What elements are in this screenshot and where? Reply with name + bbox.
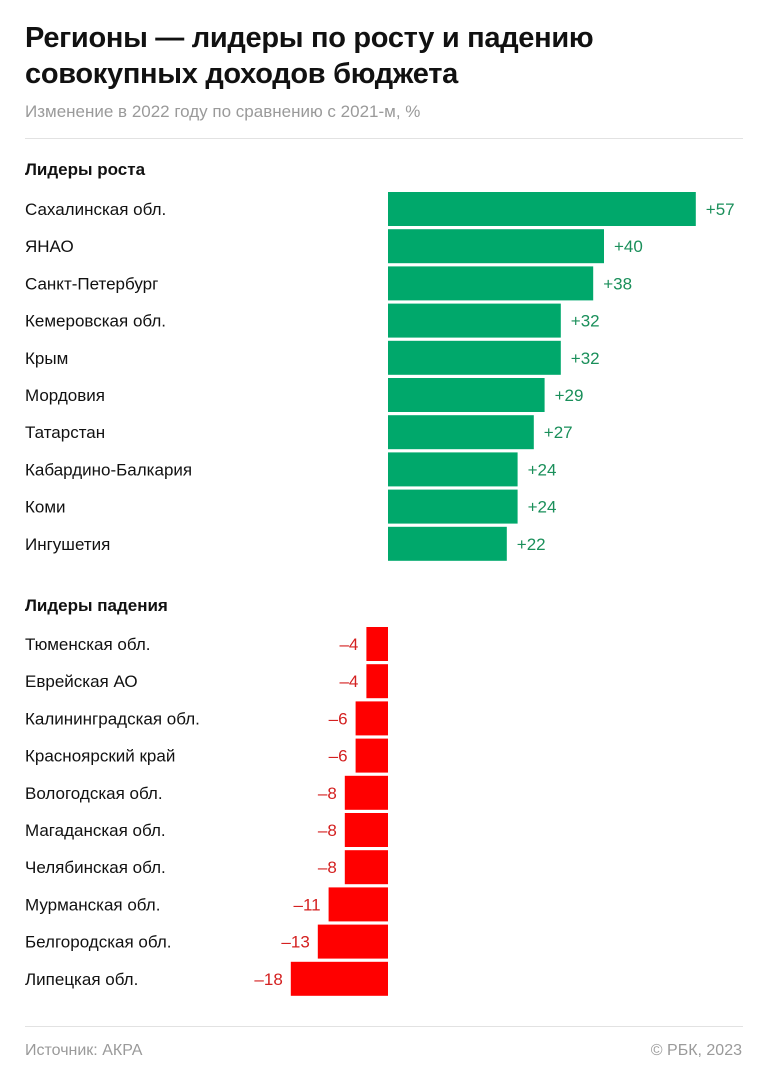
growth-bar [388,415,534,450]
value-label: –6 [329,747,348,766]
growth-bar [388,452,518,487]
value-label: +38 [603,274,632,293]
decline-bar [328,887,388,922]
decline-bar [290,961,388,996]
category-label: Тюменская обл. [25,635,151,654]
category-label: Калининградская обл. [25,709,200,728]
growth-bar [388,229,604,264]
value-label: +24 [528,498,557,517]
category-label: Челябинская обл. [25,858,166,877]
value-label: +27 [544,423,573,442]
decline-bar [317,924,388,959]
value-label: –4 [339,635,358,654]
category-label: Мурманская обл. [25,895,160,914]
section-title-decline: Лидеры падения [25,596,168,615]
category-label: Санкт-Петербург [25,274,158,293]
growth-bar [388,192,696,226]
growth-bar [388,340,561,375]
decline-bar [344,813,388,847]
category-label: Липецкая обл. [25,970,138,989]
category-label: Белгородская обл. [25,933,171,952]
value-label: +40 [614,237,643,256]
decline-bar [355,738,388,773]
value-label: +24 [528,460,557,479]
decline-bar [366,664,388,699]
value-label: +29 [555,386,584,405]
value-label: +32 [571,349,600,368]
category-label: Ингушетия [25,535,110,554]
header-divider [25,138,743,139]
value-label: –4 [339,672,358,691]
chart-title: Регионы — лидеры по росту и падению сово… [25,22,594,90]
category-label: Еврейская АО [25,672,138,691]
value-label: –18 [254,970,282,989]
growth-bar [388,526,507,561]
growth-bar [388,303,561,338]
value-label: –8 [318,858,337,877]
decline-bar [366,627,388,661]
value-label: +57 [706,200,735,219]
category-label: Кемеровская обл. [25,312,166,331]
source-note: Источник: АКРА [25,1042,143,1059]
category-label: Магаданская обл. [25,821,166,840]
value-label: –11 [293,895,320,914]
chart-subtitle: Изменение в 2022 году по сравнению с 202… [25,102,421,121]
category-label: Коми [25,498,66,517]
growth-bar [388,266,594,301]
footer-divider [25,1026,743,1027]
category-label: Крым [25,349,68,368]
value-label: –13 [281,933,309,952]
growth-bar [388,489,518,524]
category-label: Кабардино-Балкария [25,460,192,479]
category-label: Татарстан [25,423,105,442]
decline-bar [344,850,388,885]
category-label: Мордовия [25,386,105,405]
value-label: –8 [318,784,337,803]
value-label: –6 [329,709,348,728]
copyright-note: © РБК, 2023 [650,1042,742,1059]
value-label: +22 [517,535,546,554]
growth-bar [388,378,545,412]
category-label: ЯНАО [25,237,74,256]
category-label: Сахалинская обл. [25,200,166,219]
category-label: Красноярский край [25,747,175,766]
category-label: Вологодская обл. [25,784,163,803]
decline-bar [355,701,388,736]
value-label: +32 [571,312,600,331]
decline-bar [344,775,388,810]
section-title-growth: Лидеры роста [25,160,146,179]
value-label: –8 [318,821,337,840]
